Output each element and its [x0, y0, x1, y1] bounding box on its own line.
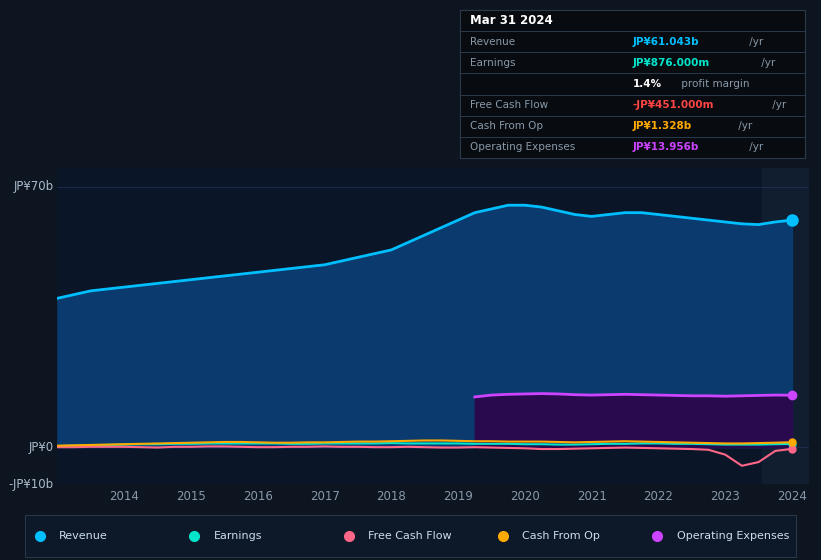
Text: JP¥0: JP¥0 [29, 441, 53, 454]
Text: Earnings: Earnings [470, 58, 516, 68]
Text: JP¥61.043b: JP¥61.043b [632, 37, 699, 46]
Text: Operating Expenses: Operating Expenses [470, 142, 576, 152]
Text: Operating Expenses: Operating Expenses [677, 531, 789, 541]
Text: /yr: /yr [746, 37, 764, 46]
Bar [762, 168, 809, 484]
Text: Revenue: Revenue [470, 37, 516, 46]
Text: JP¥70b: JP¥70b [14, 180, 53, 193]
Text: JP¥1.328b: JP¥1.328b [632, 122, 692, 131]
Text: /yr: /yr [746, 142, 764, 152]
Text: 1.4%: 1.4% [632, 79, 662, 89]
Text: JP¥13.956b: JP¥13.956b [632, 142, 699, 152]
Text: /yr: /yr [735, 122, 752, 131]
Text: Earnings: Earnings [213, 531, 262, 541]
Text: JP¥876.000m: JP¥876.000m [632, 58, 709, 68]
Text: Cash From Op: Cash From Op [522, 531, 600, 541]
Text: Free Cash Flow: Free Cash Flow [470, 100, 548, 110]
Text: -JP¥451.000m: -JP¥451.000m [632, 100, 714, 110]
Text: Cash From Op: Cash From Op [470, 122, 544, 131]
Text: Free Cash Flow: Free Cash Flow [368, 531, 452, 541]
Text: /yr: /yr [758, 58, 775, 68]
Text: -JP¥10b: -JP¥10b [8, 478, 53, 491]
Text: profit margin: profit margin [678, 79, 750, 89]
Text: /yr: /yr [769, 100, 787, 110]
Text: Mar 31 2024: Mar 31 2024 [470, 14, 553, 27]
Text: Revenue: Revenue [59, 531, 108, 541]
